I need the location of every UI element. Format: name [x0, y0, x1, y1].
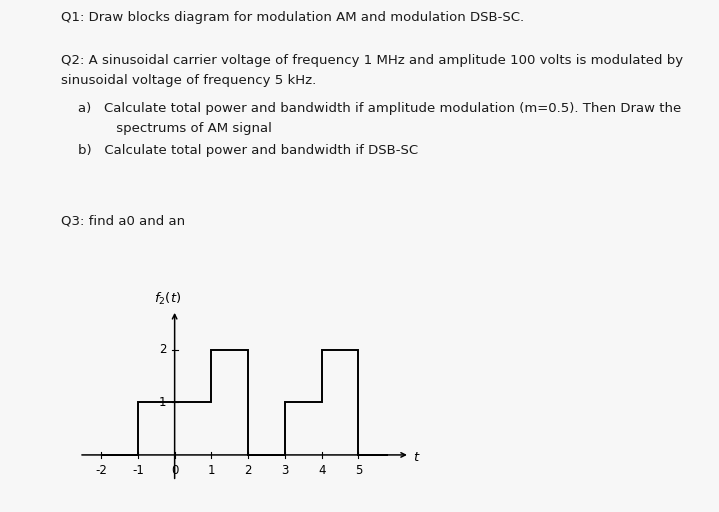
Text: t: t	[413, 451, 418, 463]
Text: 5: 5	[354, 464, 362, 477]
Text: b)   Calculate total power and bandwidth if DSB-SC: b) Calculate total power and bandwidth i…	[61, 144, 418, 157]
Text: 1: 1	[159, 396, 167, 409]
Text: $f_2(t)$: $f_2(t)$	[155, 291, 182, 307]
Text: -2: -2	[95, 464, 107, 477]
Text: Q2: A sinusoidal carrier voltage of frequency 1 MHz and amplitude 100 volts is m: Q2: A sinusoidal carrier voltage of freq…	[61, 54, 683, 67]
Text: 2: 2	[244, 464, 252, 477]
Text: 1: 1	[208, 464, 215, 477]
Text: spectrums of AM signal: spectrums of AM signal	[61, 122, 272, 135]
Text: 4: 4	[318, 464, 326, 477]
Text: 2: 2	[159, 343, 167, 356]
Text: Q3: find a0 and an: Q3: find a0 and an	[61, 214, 186, 227]
Text: Q1: Draw blocks diagram for modulation AM and modulation DSB-SC.: Q1: Draw blocks diagram for modulation A…	[61, 11, 524, 24]
Text: sinusoidal voltage of frequency 5 kHz.: sinusoidal voltage of frequency 5 kHz.	[61, 74, 316, 87]
Text: 3: 3	[281, 464, 288, 477]
Text: a)   Calculate total power and bandwidth if amplitude modulation (m=0.5). Then D: a) Calculate total power and bandwidth i…	[61, 102, 682, 115]
Text: -1: -1	[132, 464, 144, 477]
Text: 0: 0	[171, 464, 178, 477]
